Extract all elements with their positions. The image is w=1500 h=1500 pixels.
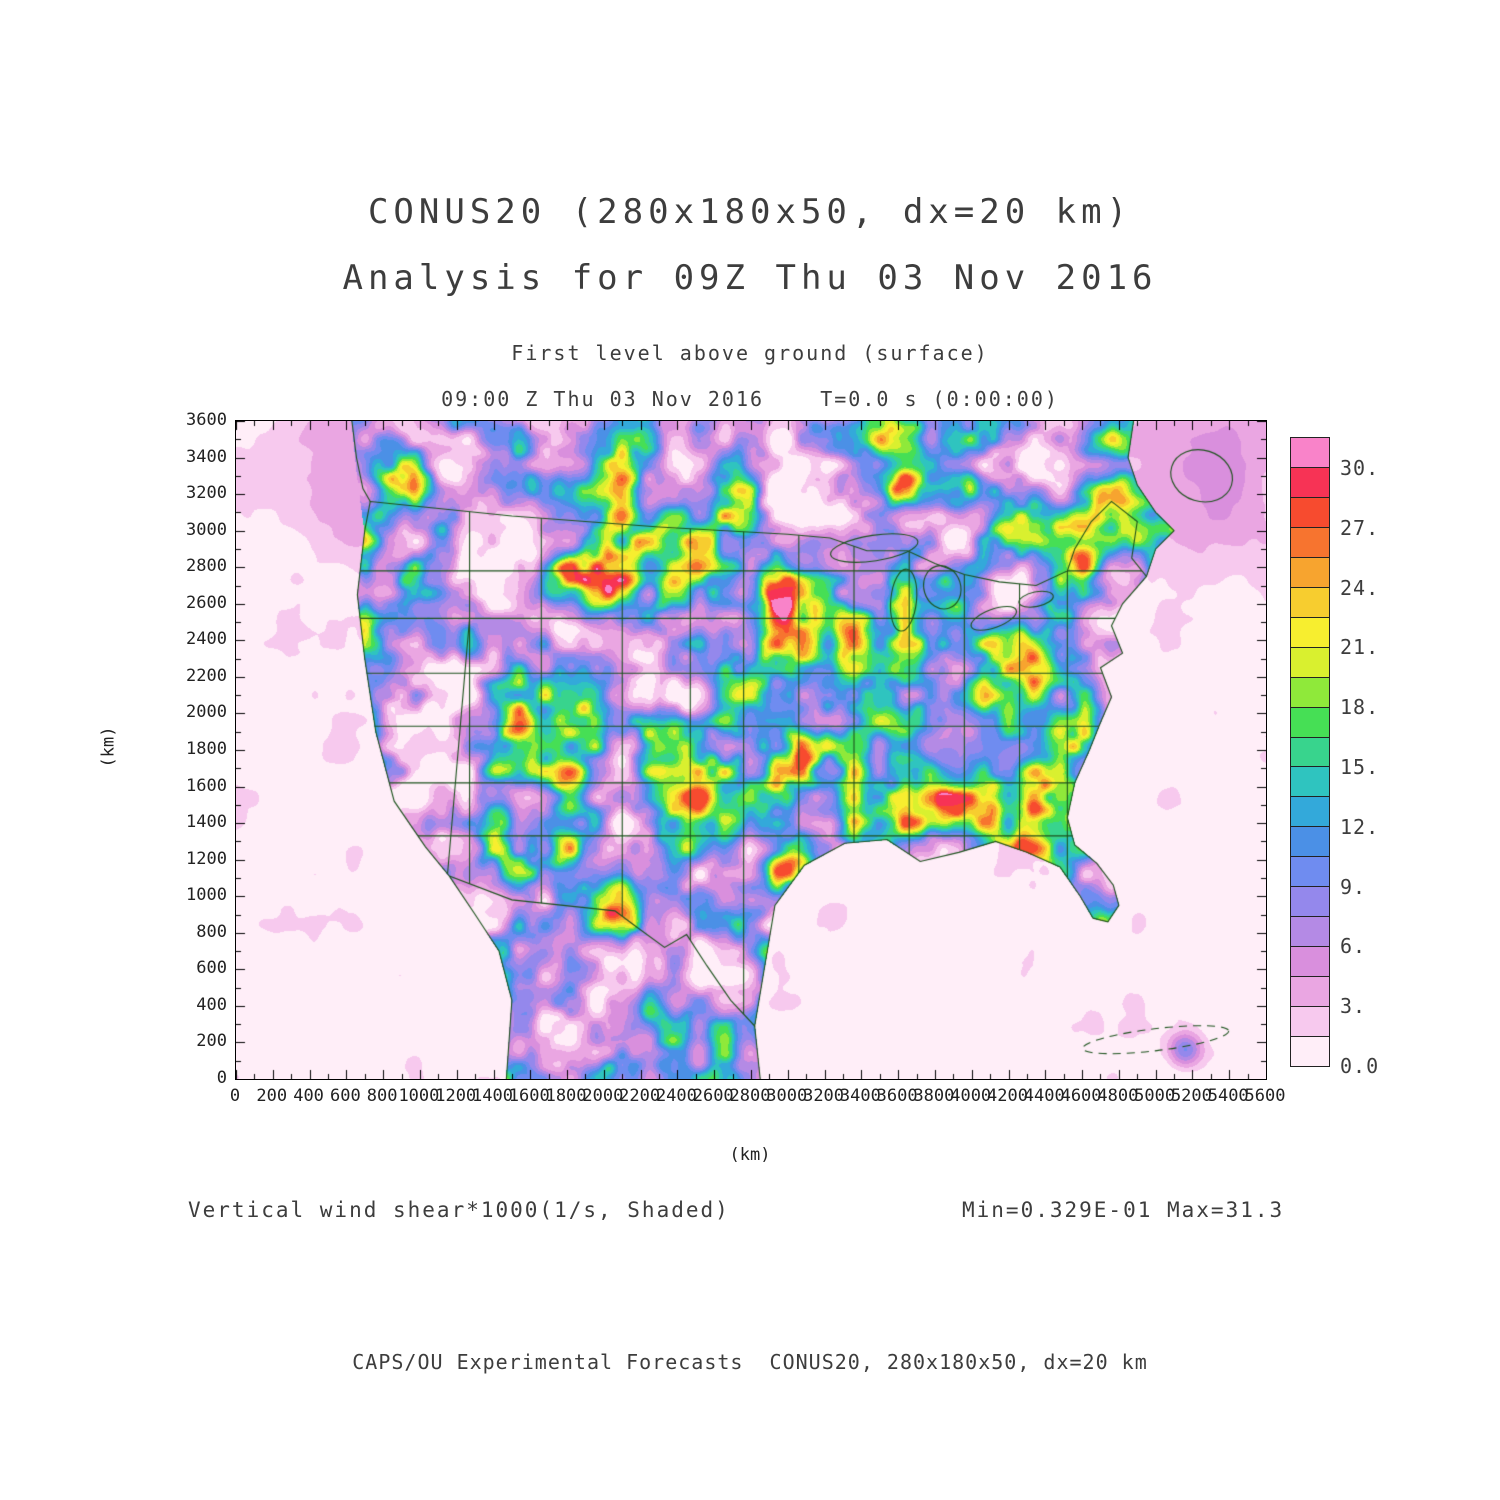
valid-time-label: 09:00 Z Thu 03 Nov 2016 T=0.0 s (0:00:00… <box>441 387 1059 411</box>
level-label: First level above ground (surface) <box>511 341 989 365</box>
colorbar-segment <box>1291 767 1329 798</box>
x-tick-label: 3000 <box>766 1086 808 1106</box>
colorbar-segment <box>1291 1037 1329 1067</box>
colorbar-segment <box>1291 737 1329 768</box>
x-tick-label: 1000 <box>398 1086 440 1106</box>
x-tick-label: 3600 <box>876 1086 918 1106</box>
y-tick-label: 1000 <box>186 885 227 906</box>
y-tick-label: 1600 <box>186 775 227 796</box>
y-tick-label: 2400 <box>186 629 227 650</box>
colorbar-segment <box>1291 797 1329 828</box>
y-tick-label: 3200 <box>186 483 227 504</box>
colorbar-segment <box>1291 677 1329 708</box>
x-tick-label: 4800 <box>1097 1086 1139 1106</box>
colorbar-tick-label: 3. <box>1340 994 1367 1019</box>
x-tick-label: 1600 <box>508 1086 550 1106</box>
x-tick-label: 800 <box>366 1086 398 1106</box>
colorbar-segment <box>1291 887 1329 918</box>
x-tick-label: 2800 <box>729 1086 771 1106</box>
plot-title-line1: CONUS20 (280x180x50, dx=20 km) <box>367 192 1133 232</box>
colorbar-tick-label: 12. <box>1340 814 1380 839</box>
colorbar-tick-label: 9. <box>1340 874 1367 899</box>
colorbar-segment <box>1291 527 1329 558</box>
y-tick-label: 1400 <box>186 812 227 833</box>
colorbar-tick-label: 24. <box>1340 575 1380 600</box>
colorbar-tick-label: 27. <box>1340 515 1380 540</box>
y-tick-label: 2200 <box>186 665 227 686</box>
colorbar-segment <box>1291 947 1329 978</box>
x-tick-label: 2400 <box>655 1086 697 1106</box>
x-tick-label: 5000 <box>1134 1086 1176 1106</box>
x-tick-label: 3400 <box>839 1086 881 1106</box>
y-tick-label: 0 <box>216 1068 227 1088</box>
y-tick-label: 2000 <box>186 702 227 723</box>
y-tick-label: 3600 <box>186 410 227 430</box>
colorbar-tick-label: 18. <box>1340 695 1380 720</box>
x-tick-label: 4600 <box>1060 1086 1102 1106</box>
colorbar-segment <box>1291 707 1329 738</box>
x-tick-label: 200 <box>256 1086 288 1106</box>
x-tick-label: 0 <box>229 1086 241 1106</box>
x-tick-label: 400 <box>293 1086 324 1106</box>
colorbar-segment <box>1291 857 1329 888</box>
y-axis-label: (km) <box>98 726 119 768</box>
x-tick-label: 5400 <box>1207 1086 1249 1106</box>
colorbar-tick-label: 6. <box>1340 934 1367 959</box>
x-tick-label: 1800 <box>545 1086 587 1106</box>
colorbar-tick-label: 15. <box>1340 754 1380 779</box>
x-tick-label: 4200 <box>987 1086 1028 1106</box>
x-tick-label: 600 <box>329 1086 361 1106</box>
colorbar-segment <box>1291 647 1329 678</box>
credit-line: CAPS/OU Experimental Forecasts CONUS20, … <box>352 1350 1148 1374</box>
y-tick-label: 3400 <box>186 446 227 467</box>
y-tick-label: 800 <box>196 921 227 942</box>
colorbar-segment <box>1291 917 1329 948</box>
y-tick-label: 1200 <box>186 848 227 869</box>
x-axis-label: (km) <box>729 1145 771 1165</box>
x-tick-label: 1400 <box>472 1086 513 1106</box>
x-tick-label: 4400 <box>1023 1086 1065 1106</box>
x-tick-label: 3800 <box>913 1086 955 1106</box>
x-tick-label: 2000 <box>582 1086 624 1106</box>
colorbar-segment <box>1291 467 1329 498</box>
colorbar-segment <box>1291 617 1329 648</box>
x-tick-label: 4000 <box>950 1086 992 1106</box>
y-tick-label: 1800 <box>186 739 227 759</box>
y-tick-label: 600 <box>196 958 227 979</box>
colorbar-segment <box>1291 438 1329 468</box>
x-tick-label: 2600 <box>692 1086 734 1106</box>
x-tick-label: 1200 <box>435 1086 477 1106</box>
x-tick-label: 3200 <box>803 1086 845 1106</box>
map-plot-frame <box>235 420 1267 1080</box>
colorbar-segment <box>1291 1007 1329 1038</box>
colorbar-segment <box>1291 977 1329 1008</box>
shaded-field-label: Vertical wind shear*1000(1/s, Shaded) <box>188 1198 730 1222</box>
colorbar-tick-label: 0.0 <box>1340 1054 1380 1078</box>
colorbar-tick-label: 21. <box>1340 635 1380 660</box>
wind-shear-heatmap-canvas <box>236 421 1266 1079</box>
plot-title-line2: Analysis for 09Z Thu 03 Nov 2016 <box>342 258 1158 298</box>
colorbar-segment <box>1291 587 1329 618</box>
colorbar-tick-label: 30. <box>1340 455 1380 480</box>
y-tick-label: 3000 <box>186 519 227 540</box>
colorbar-segment <box>1291 497 1329 528</box>
colorbar-segment <box>1291 827 1329 858</box>
colorbar <box>1290 437 1330 1067</box>
y-tick-label: 200 <box>196 1031 227 1052</box>
x-tick-label: 5200 <box>1170 1086 1212 1106</box>
minmax-label: Min=0.329E-01 Max=31.3 <box>962 1198 1285 1222</box>
x-tick-label: 5600 <box>1244 1086 1286 1106</box>
colorbar-segment <box>1291 557 1329 588</box>
y-tick-label: 2600 <box>186 592 227 613</box>
y-tick-label: 2800 <box>186 556 227 577</box>
y-tick-label: 400 <box>196 994 227 1015</box>
x-tick-label: 2200 <box>619 1086 661 1106</box>
